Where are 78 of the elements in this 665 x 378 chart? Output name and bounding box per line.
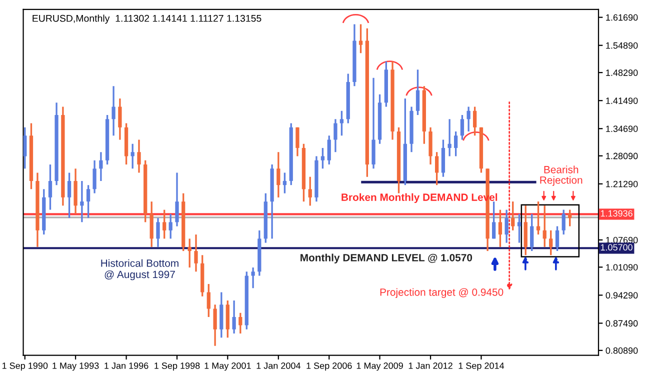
candlestick <box>168 213 172 240</box>
y-tick-label: 1.61690 <box>606 14 638 21</box>
candlestick <box>511 200 515 232</box>
candlestick <box>232 300 236 334</box>
x-tick-label: 1 Jan 2012 <box>408 362 452 369</box>
candlestick <box>320 147 325 170</box>
ref-line-label: 1.05700 <box>600 244 633 251</box>
candlestick <box>536 200 540 236</box>
y-tick-label: 0.94290 <box>606 292 638 299</box>
y-tick-label: 1.54890 <box>606 42 638 49</box>
y-tick-label: 0.87490 <box>606 320 638 327</box>
x-tick-label: 1 May 2009 <box>356 362 403 371</box>
candlestick <box>492 200 496 240</box>
y-tick-label: 1.41490 <box>606 98 638 104</box>
x-tick-label: 1 Sep 1998 <box>154 362 200 371</box>
y-tick-label: 1.28090 <box>606 152 638 160</box>
candlestick <box>466 106 470 132</box>
candlestick <box>296 126 300 158</box>
x-tick-label: 1 Sep 2014 <box>458 362 504 371</box>
candlestick <box>340 110 344 136</box>
candlestick <box>334 118 338 153</box>
y-tick-label: 1.21290 <box>606 180 638 188</box>
y-tick-label: 0.80890 <box>606 347 638 354</box>
candlestick <box>472 106 477 136</box>
candlestick <box>434 151 439 186</box>
candlestick <box>448 118 452 158</box>
x-tick-label: 1 Jan 1996 <box>104 362 148 369</box>
candlestick <box>162 208 166 240</box>
candlestick <box>460 114 464 141</box>
ref-line-label: 1.13936 <box>600 210 632 217</box>
candlestick <box>555 225 560 252</box>
candlestick <box>156 217 160 248</box>
x-tick-label: 1 Jan 2004 <box>256 362 300 369</box>
candlestick <box>67 172 72 219</box>
candlestick <box>130 143 134 170</box>
candlestick <box>48 164 52 211</box>
y-tick-label: 1.48290 <box>606 70 638 76</box>
candlestick <box>416 68 420 116</box>
annotation: Projection target @ 0.9450 <box>380 288 504 298</box>
candlestick <box>86 184 90 219</box>
candlestick <box>238 312 242 334</box>
candlestick <box>562 208 566 236</box>
candlestick <box>206 283 210 318</box>
y-tick-label: 1.01090 <box>606 264 638 270</box>
candlestick <box>118 98 122 141</box>
x-tick-label: 1 Sep 2006 <box>306 362 352 371</box>
x-tick-label: 1 May 1993 <box>52 362 99 371</box>
candlestick <box>188 238 192 268</box>
candlestick <box>92 159 96 194</box>
candlestick <box>251 266 255 289</box>
annotation: Bearish Rejection <box>540 166 582 186</box>
candlestick <box>308 176 312 207</box>
candlestick <box>504 208 508 244</box>
candlestick <box>112 85 116 136</box>
candlestick <box>137 138 141 174</box>
x-tick-label: 1 May 2001 <box>204 362 251 371</box>
candlestick <box>517 213 522 244</box>
candlestick <box>568 208 572 228</box>
candlestick <box>549 230 553 256</box>
candlestick <box>213 304 217 347</box>
candlestick <box>358 23 363 54</box>
candlestick <box>80 180 84 223</box>
chart-title: EURUSD,Monthly 1.11302 1.14141 1.11127 1.13155 <box>32 14 262 24</box>
candlestick <box>327 134 331 166</box>
x-tick-label: 1 Sep 1990 <box>2 362 48 371</box>
candlestick <box>542 204 546 248</box>
candlestick <box>282 172 287 194</box>
annotation: Monthly DEMAND LEVEL @ 1.0570 <box>300 254 472 264</box>
annotation: Historical Bottom @ August 1997 <box>101 259 178 280</box>
candlestick <box>276 151 280 198</box>
candlestick <box>454 130 458 158</box>
y-tick-label: 1.07690 <box>606 236 638 244</box>
candlestick <box>194 234 198 272</box>
y-tick-label: 1.34690 <box>606 126 638 132</box>
candlestick <box>175 172 179 228</box>
candlestick <box>530 213 534 252</box>
candlestick <box>99 151 103 182</box>
candlestick <box>498 208 502 248</box>
